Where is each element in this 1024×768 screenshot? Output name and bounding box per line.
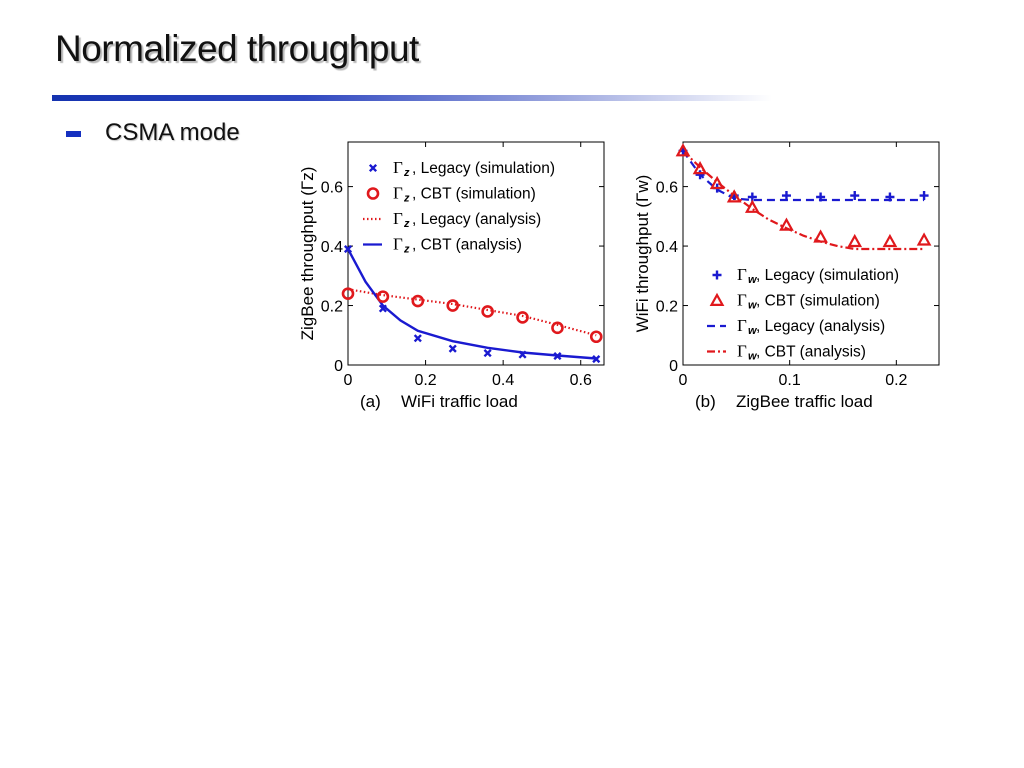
panel-label: (b) xyxy=(695,392,716,411)
x-axis-label: ZigBee traffic load xyxy=(736,392,873,411)
data-point xyxy=(343,244,353,254)
legend-subscript: z xyxy=(403,167,410,179)
legend-swatch xyxy=(368,163,378,173)
data-point xyxy=(816,192,826,202)
y-axis-label: ZigBee throughput (Γz) xyxy=(298,167,317,341)
series-line-3 xyxy=(346,248,597,360)
legend-symbol: Γ xyxy=(737,316,747,335)
data-point xyxy=(850,191,860,201)
x-tick-label: 0.1 xyxy=(779,372,801,389)
legend-symbol: Γ xyxy=(737,265,747,284)
data-point xyxy=(446,299,460,312)
title-divider xyxy=(52,95,772,101)
y-tick-label: 0.4 xyxy=(656,239,678,256)
legend-symbol: Γ xyxy=(737,291,747,310)
legend-subscript: z xyxy=(403,193,410,205)
y-tick-label: 0.4 xyxy=(321,239,343,256)
panel-label: (a) xyxy=(360,392,381,411)
bullet-text: CSMA mode xyxy=(105,119,240,146)
data-point xyxy=(916,232,932,246)
x-tick-label: 0.6 xyxy=(570,372,592,389)
legend-label: , CBT (analysis) xyxy=(412,237,522,254)
y-tick-label: 0.2 xyxy=(656,299,678,316)
data-point xyxy=(448,344,457,353)
data-point xyxy=(341,287,355,300)
legend-label: , CBT (simulation) xyxy=(412,186,536,203)
legend-label: , Legacy (analysis) xyxy=(412,211,541,228)
data-point xyxy=(592,355,601,364)
x-tick-label: 0.4 xyxy=(492,372,514,389)
legend-subscript: w xyxy=(748,351,758,363)
data-point xyxy=(813,229,828,243)
y-axis-label: WiFi throughput (Γw) xyxy=(633,175,652,333)
legend-label: , Legacy (analysis) xyxy=(756,318,885,335)
data-point xyxy=(589,330,603,344)
x-tick-label: 0.2 xyxy=(885,372,907,389)
y-tick-label: 0 xyxy=(334,358,343,375)
legend-symbol: Γ xyxy=(393,209,403,228)
legend-subscript: z xyxy=(403,244,410,256)
series-markers-0 xyxy=(343,244,601,364)
data-point xyxy=(516,311,529,324)
legend-symbol: Γ xyxy=(393,235,403,254)
data-point xyxy=(413,334,422,343)
x-tick-label: 0 xyxy=(344,372,353,389)
y-tick-label: 0.2 xyxy=(321,299,343,316)
plot-frame xyxy=(682,141,940,366)
data-point xyxy=(518,350,527,359)
legend-label: , CBT (analysis) xyxy=(756,344,866,361)
data-point xyxy=(744,199,760,213)
legend-subscript: z xyxy=(403,218,410,230)
chart-a: 0 0.2 0.4 0.6 0 0.2 0.4 0.6 (a) WiFi traffic load… xyxy=(298,141,605,411)
legend-subscript: w xyxy=(748,274,758,286)
data-point xyxy=(483,349,492,358)
legend-symbol: Γ xyxy=(393,158,403,177)
legend-swatch xyxy=(709,292,725,306)
data-point xyxy=(779,217,794,231)
bullet-marker xyxy=(66,131,81,137)
data-point xyxy=(551,321,564,335)
data-point xyxy=(781,191,791,201)
data-point xyxy=(692,160,708,175)
data-point xyxy=(919,191,929,201)
data-point xyxy=(675,143,691,157)
legend-subscript: w xyxy=(748,300,758,312)
data-point xyxy=(378,304,387,313)
data-point xyxy=(709,175,725,190)
legend-symbol: Γ xyxy=(737,342,747,361)
x-tick-label: 0 xyxy=(679,372,688,389)
series-markers-1 xyxy=(341,287,603,344)
legend-symbol: Γ xyxy=(393,184,403,203)
data-point xyxy=(882,233,898,248)
data-point xyxy=(481,305,494,318)
x-tick-label: 0.2 xyxy=(414,372,436,389)
slide-title: Normalized throughput xyxy=(55,28,419,69)
data-point xyxy=(695,170,705,180)
data-point xyxy=(726,189,742,203)
series-line-2 xyxy=(682,150,925,202)
chart-b: 0 0.1 0.2 0 0.2 0.4 0.6 (b) ZigBee traffic load W… xyxy=(633,141,940,411)
series-line-3 xyxy=(682,150,925,251)
data-point xyxy=(847,233,863,248)
legend-subscript: w xyxy=(748,325,758,337)
legend-label: , Legacy (simulation) xyxy=(412,160,555,177)
legend-label: , CBT (simulation) xyxy=(756,293,880,310)
y-tick-label: 0.6 xyxy=(656,180,678,197)
x-axis-label: WiFi traffic load xyxy=(401,392,518,411)
y-tick-label: 0 xyxy=(669,358,678,375)
y-tick-label: 0.6 xyxy=(321,180,343,197)
legend-swatch xyxy=(712,270,722,280)
series-markers-1 xyxy=(675,143,932,248)
legend-label: , Legacy (simulation) xyxy=(756,267,899,284)
data-point xyxy=(411,294,425,308)
legend-swatch xyxy=(366,187,380,200)
data-point xyxy=(553,352,562,361)
data-point xyxy=(885,192,895,202)
data-point xyxy=(376,290,390,303)
